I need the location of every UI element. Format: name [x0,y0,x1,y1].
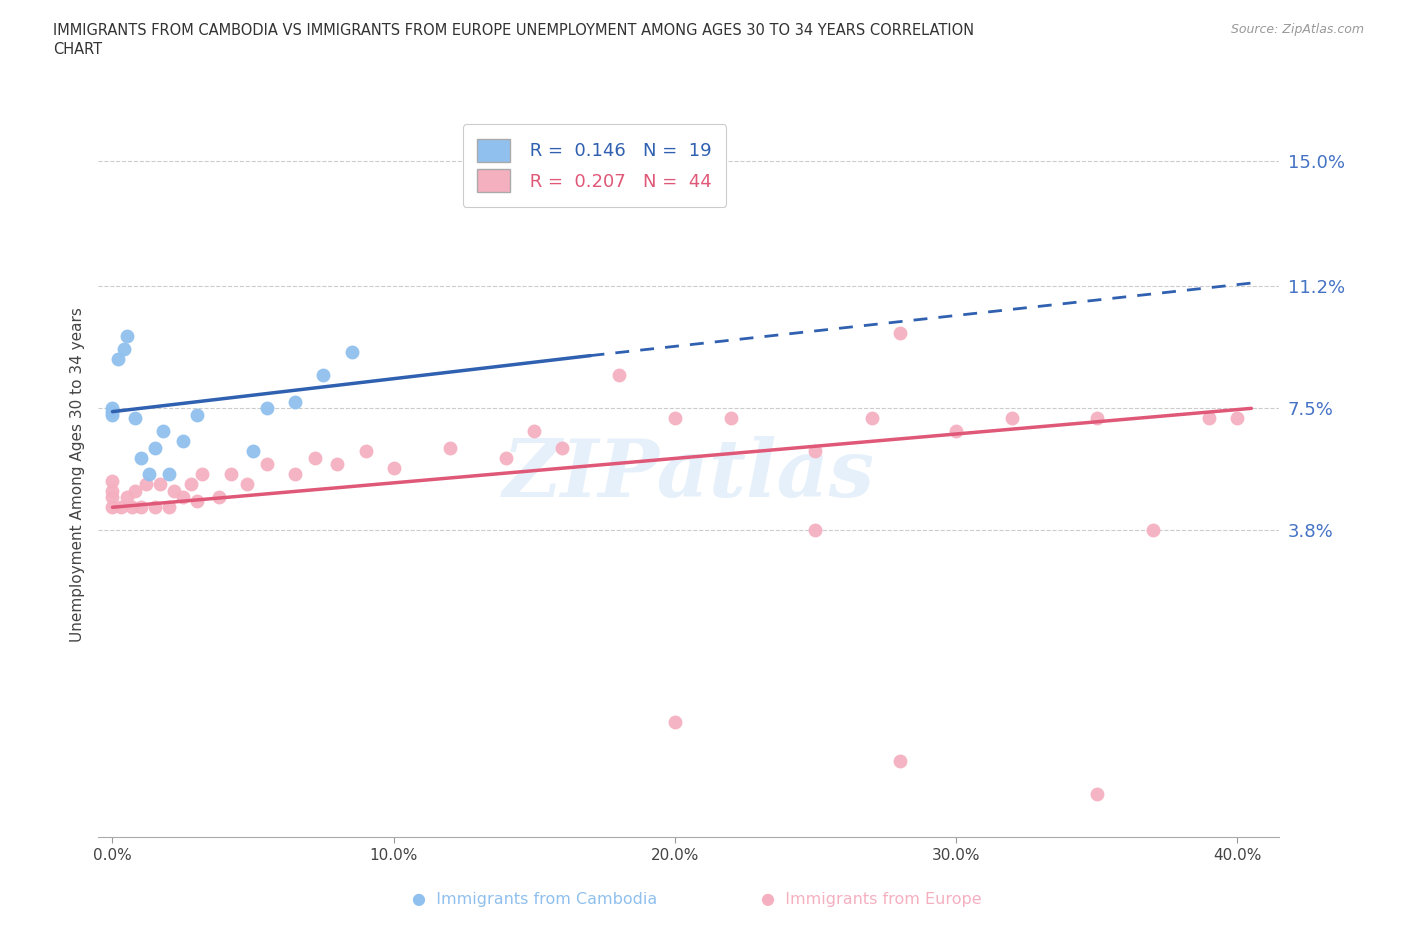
Point [135,477,157,492]
Point [101,484,124,498]
Point [152,424,174,439]
Point [382,460,405,475]
Point [340,345,363,360]
Point [138,467,160,482]
Point [163,484,186,498]
Point [326,457,349,472]
Point [889,326,911,340]
Point [804,523,827,538]
Text: ZIPatlas: ZIPatlas [503,435,875,513]
Point [284,394,307,409]
Point [439,441,461,456]
Point [101,473,124,488]
Point [720,411,742,426]
Point [172,490,194,505]
Text: IMMIGRANTS FROM CAMBODIA VS IMMIGRANTS FROM EUROPE UNEMPLOYMENT AMONG AGES 30 TO: IMMIGRANTS FROM CAMBODIA VS IMMIGRANTS F… [53,23,974,38]
Point [107,352,129,366]
Point [121,499,143,514]
Point [157,467,180,482]
Point [101,401,124,416]
Point [129,450,152,465]
Point [101,405,124,419]
Point [354,444,377,458]
Text: Source: ZipAtlas.com: Source: ZipAtlas.com [1230,23,1364,36]
Point [551,441,574,456]
Y-axis label: Unemployment Among Ages 30 to 34 years: Unemployment Among Ages 30 to 34 years [69,307,84,642]
Point [172,434,194,449]
Point [1142,523,1164,538]
Point [860,411,883,426]
Point [1198,411,1220,426]
Point [191,467,214,482]
Point [523,424,546,439]
Point [101,490,124,505]
Point [607,368,630,383]
Point [115,490,138,505]
Point [115,328,138,343]
Point [124,484,146,498]
Text: ●  Immigrants from Cambodia: ● Immigrants from Cambodia [412,892,657,907]
Point [143,441,166,456]
Point [101,407,124,422]
Point [129,499,152,514]
Text: CHART: CHART [53,42,103,57]
Point [945,424,967,439]
Point [208,490,231,505]
Point [242,444,264,458]
Point [186,407,208,422]
Point [804,444,827,458]
Point [180,477,202,492]
Point [236,477,259,492]
Legend:  R =  0.146   N =  19,  R =  0.207   N =  44: R = 0.146 N = 19, R = 0.207 N = 44 [463,125,727,206]
Point [112,341,135,356]
Point [664,411,686,426]
Point [256,457,278,472]
Point [219,467,242,482]
Point [1085,411,1108,426]
Point [664,714,686,729]
Point [157,499,180,514]
Point [312,368,335,383]
Point [186,493,208,508]
Point [1085,787,1108,802]
Point [495,450,517,465]
Point [1226,411,1249,426]
Point [1001,411,1024,426]
Point [284,467,307,482]
Point [256,401,278,416]
Point [149,477,172,492]
Point [101,499,124,514]
Point [889,753,911,768]
Point [124,411,146,426]
Text: ●  Immigrants from Europe: ● Immigrants from Europe [762,892,981,907]
Point [304,450,326,465]
Point [110,499,132,514]
Point [143,499,166,514]
